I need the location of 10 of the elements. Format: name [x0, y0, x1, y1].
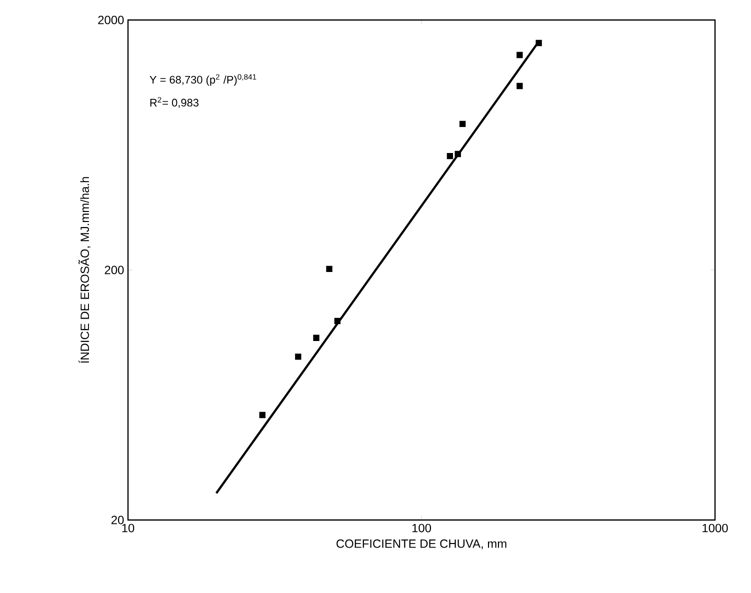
y-tick-label: 20 — [111, 516, 124, 524]
y-tick-label: 2000 — [98, 16, 124, 24]
x-tick-label: 100 — [412, 524, 432, 532]
x-tick-label: 10 — [122, 524, 134, 532]
y-tick-label: 200 — [104, 266, 124, 274]
x-tick-label: 1000 — [702, 524, 728, 532]
x-axis-title: COEFICIENTE DE CHUVA, mm — [336, 539, 506, 550]
annotation: R$^{2}$= 0,983 — [150, 97, 198, 108]
y-axis-title: ÍNDICE DE EROSÃO, MJ.mm/ha.h — [78, 177, 90, 363]
annotation: Y = 68,730 (p$^{2}$ /P)$^{0,841}$ — [150, 74, 256, 86]
